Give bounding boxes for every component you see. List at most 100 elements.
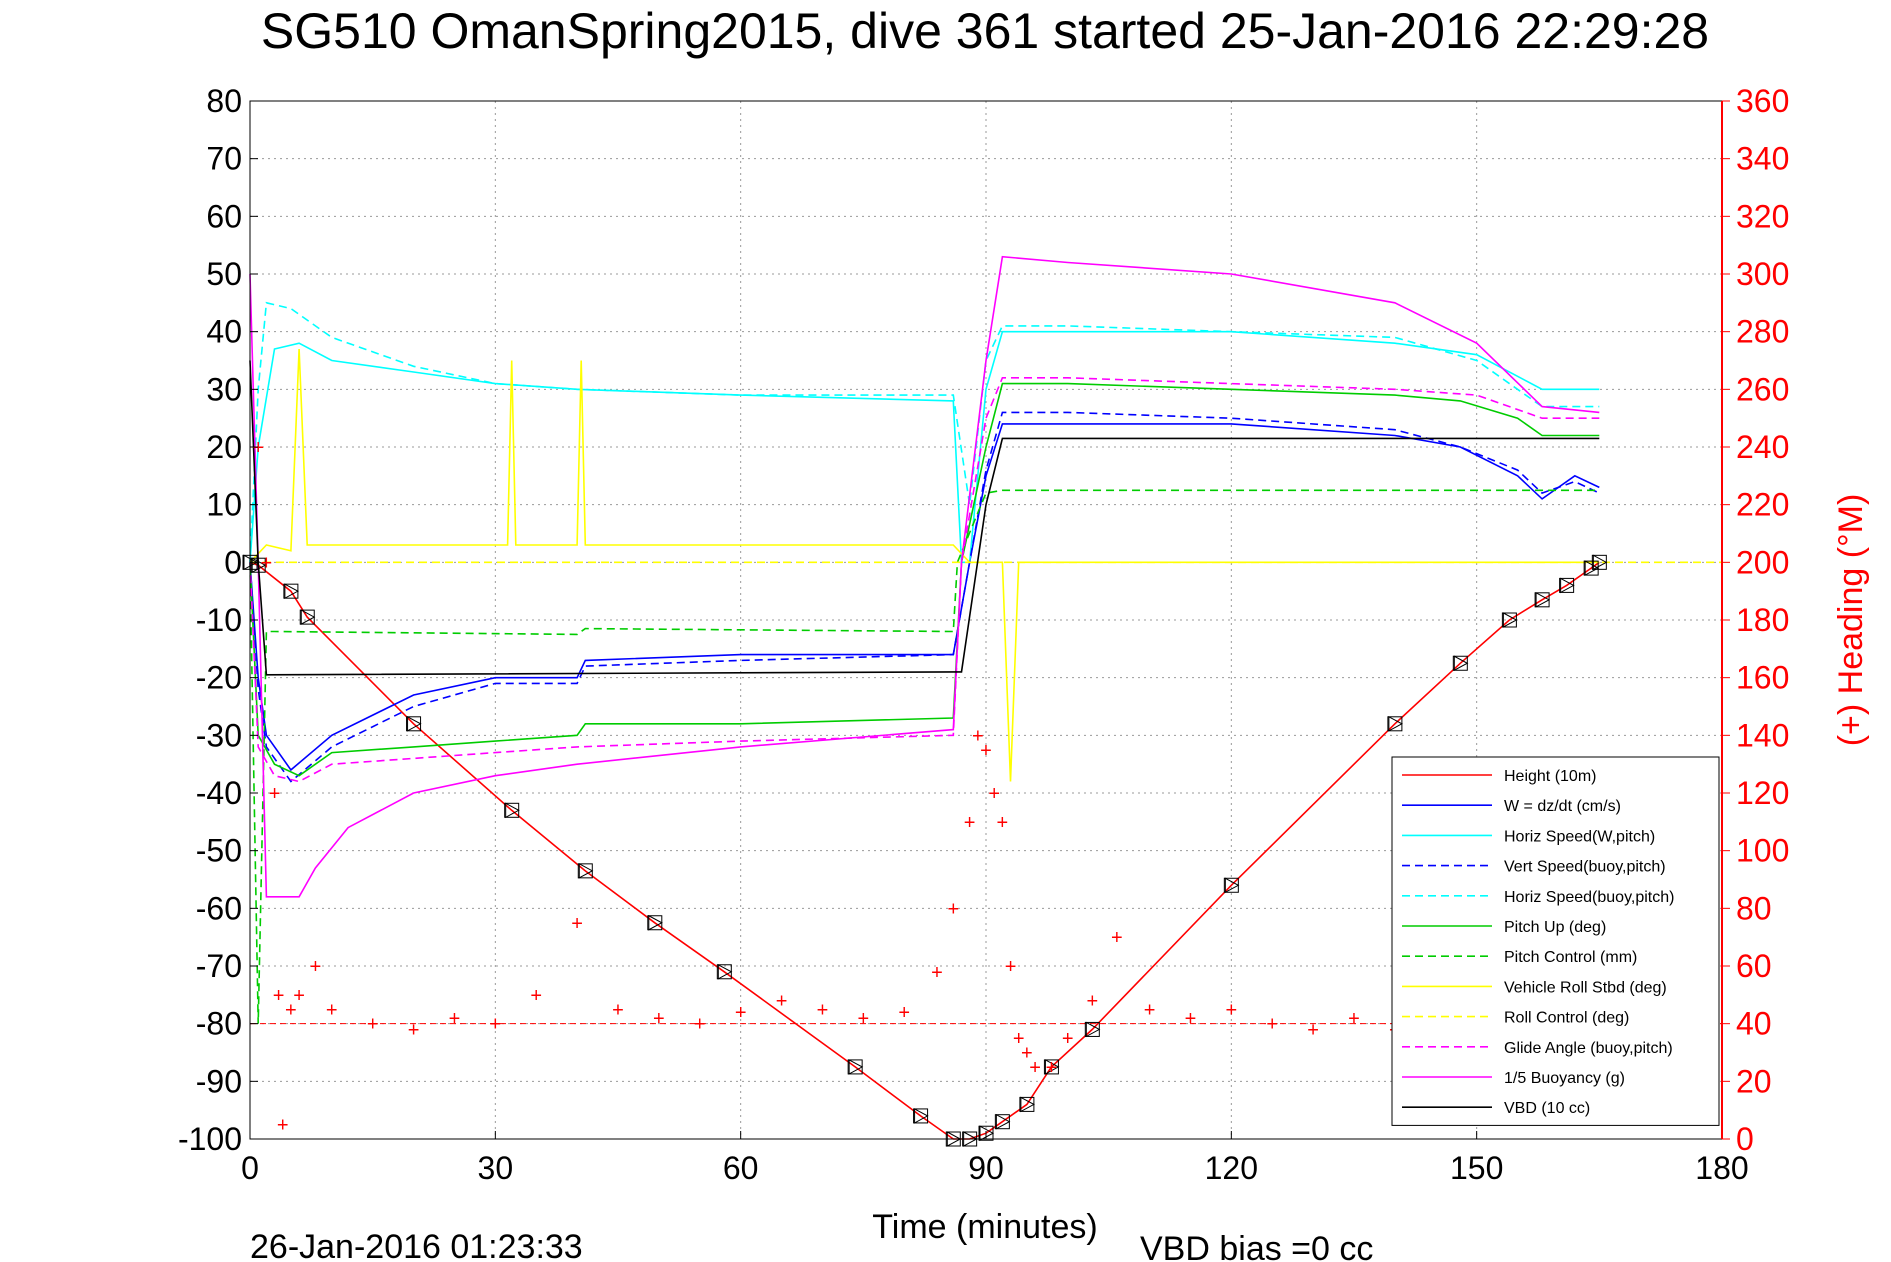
y-tick-label: 10 [206, 487, 242, 523]
y-tick-label: 30 [206, 371, 242, 407]
right-y-tick-label: 200 [1736, 544, 1789, 580]
series-line-horiz-speed-buoy-pitch [249, 301, 1600, 563]
heading-point: + [1062, 1028, 1074, 1050]
y-tick-label: 20 [206, 429, 242, 465]
heading-point: + [898, 1002, 910, 1024]
right-y-tick-label: 20 [1736, 1063, 1772, 1099]
x-tick-label: 180 [1695, 1150, 1748, 1186]
heading-point: + [653, 1008, 665, 1030]
legend-label: 1/5 Buoyancy (g) [1504, 1070, 1625, 1087]
height-marker-triangle [1535, 591, 1551, 608]
right-y-tick-label: 260 [1736, 371, 1789, 407]
y-tick-label: 40 [206, 314, 242, 350]
y-tick-label: -30 [196, 717, 242, 753]
heading-point: + [1225, 999, 1237, 1021]
right-y-tick-label: 40 [1736, 1006, 1772, 1042]
legend-label: Horiz Speed(W,pitch) [1504, 828, 1655, 845]
heading-point: + [817, 999, 829, 1021]
heading-point: + [1021, 1043, 1033, 1065]
x-tick-label: 150 [1450, 1150, 1503, 1186]
y-tick-label: -70 [196, 948, 242, 984]
series-line-w-dz-dt-cm-s [249, 423, 1600, 772]
x-tick-label: 30 [478, 1150, 514, 1186]
series-line-horiz-speed-w-pitch [249, 330, 1600, 564]
y-tick-label: -40 [196, 775, 242, 811]
heading-point: + [326, 999, 338, 1021]
right-y-tick-label: 100 [1736, 833, 1789, 869]
heading-point: + [1029, 1057, 1041, 1079]
y-tick-label: 60 [206, 198, 242, 234]
heading-point: + [489, 1014, 501, 1036]
height-marker-triangle [1020, 1096, 1035, 1113]
right-y-axis-label: (+) Heading (°M) [1832, 494, 1870, 747]
heading-point: + [269, 783, 281, 805]
right-y-tick-label: 300 [1736, 256, 1789, 292]
legend-label: Glide Angle (buoy,pitch) [1504, 1040, 1673, 1057]
right-y-tick-label: 280 [1736, 314, 1789, 350]
series-line-height-10m [249, 561, 1600, 1140]
y-tick-label: -100 [178, 1121, 242, 1157]
y-tick-label: 80 [206, 83, 242, 119]
height-marker-triangle [848, 1059, 864, 1075]
heading-point: + [273, 985, 285, 1007]
right-y-tick-label: 120 [1736, 775, 1789, 811]
heading-point: + [1013, 1028, 1025, 1050]
heading-point: + [997, 812, 1009, 834]
legend-label: VBD (10 cc) [1504, 1100, 1590, 1117]
heading-point: + [1005, 956, 1017, 978]
right-y-tick-label: 140 [1736, 717, 1789, 753]
heading-point: + [1111, 927, 1123, 949]
series-line-vert-speed-buoy-pitch [249, 411, 1600, 783]
height-marker-triangle [251, 557, 267, 574]
y-tick-label: -80 [196, 1006, 242, 1042]
heading-point: + [449, 1008, 461, 1030]
legend-label: Vehicle Roll Stbd (deg) [1504, 979, 1667, 996]
heading-point: + [530, 985, 542, 1007]
height-marker-triangle [407, 715, 422, 732]
plot-area: ++++++++++ ++ ++++ + +++ + + ++++++++++++ +++++ +… [242, 255, 1722, 1147]
right-y-tick-label: 360 [1736, 83, 1789, 119]
heading-point: + [1266, 1014, 1278, 1036]
y-tick-label: -50 [196, 833, 242, 869]
heading-point: + [972, 725, 984, 747]
heading-point: + [1144, 999, 1156, 1021]
height-marker-triangle [914, 1108, 929, 1124]
heading-point: + [571, 913, 583, 935]
right-y-tick-label: 240 [1736, 429, 1789, 465]
height-marker-triangle [648, 914, 663, 931]
heading-point: + [1086, 991, 1098, 1013]
legend-label: Roll Control (deg) [1504, 1010, 1629, 1027]
height-marker-triangle [1453, 655, 1469, 672]
y-tick-label: -60 [196, 890, 242, 926]
right-y-tick-label: 320 [1736, 198, 1789, 234]
heading-point: + [612, 999, 624, 1021]
y-tick-label: -10 [196, 602, 242, 638]
legend-label: Pitch Up (deg) [1504, 919, 1606, 936]
right-y-tick-label: 220 [1736, 487, 1789, 523]
heading-point: + [857, 1008, 869, 1030]
heading-point: + [293, 985, 305, 1007]
height-marker-triangle [1044, 1059, 1060, 1075]
y-axis: 80 70 60 50 40 30 20 10 0 -10 -20 -30 -40 -50 -60 -70 -8… [178, 83, 258, 1157]
y-tick-label: -20 [196, 660, 242, 696]
series-line-1-5-buoyancy-g [249, 255, 1600, 898]
height-marker-triangle [1224, 877, 1240, 894]
height-marker-triangle [284, 583, 299, 600]
right-y-tick-label: 340 [1736, 141, 1789, 177]
heading-point: + [261, 552, 273, 574]
height-marker-triangle [1085, 1021, 1101, 1038]
heading-point: + [367, 1014, 379, 1036]
height-marker-triangle [717, 963, 733, 980]
legend-label: Horiz Speed(buoy,pitch) [1504, 889, 1674, 906]
heading-point: + [931, 962, 943, 984]
y-tick-label: 50 [206, 256, 242, 292]
heading-point: + [408, 1019, 420, 1041]
x-tick-label: 120 [1205, 1150, 1258, 1186]
heading-point: + [1307, 1019, 1319, 1041]
y-tick-label: -90 [196, 1063, 242, 1099]
heading-point: + [947, 898, 959, 920]
x-axis-label: Time (minutes) [872, 1208, 1097, 1246]
height-marker-triangle [1584, 560, 1600, 576]
heading-point: + [310, 956, 322, 978]
x-tick-label: 60 [723, 1150, 759, 1186]
